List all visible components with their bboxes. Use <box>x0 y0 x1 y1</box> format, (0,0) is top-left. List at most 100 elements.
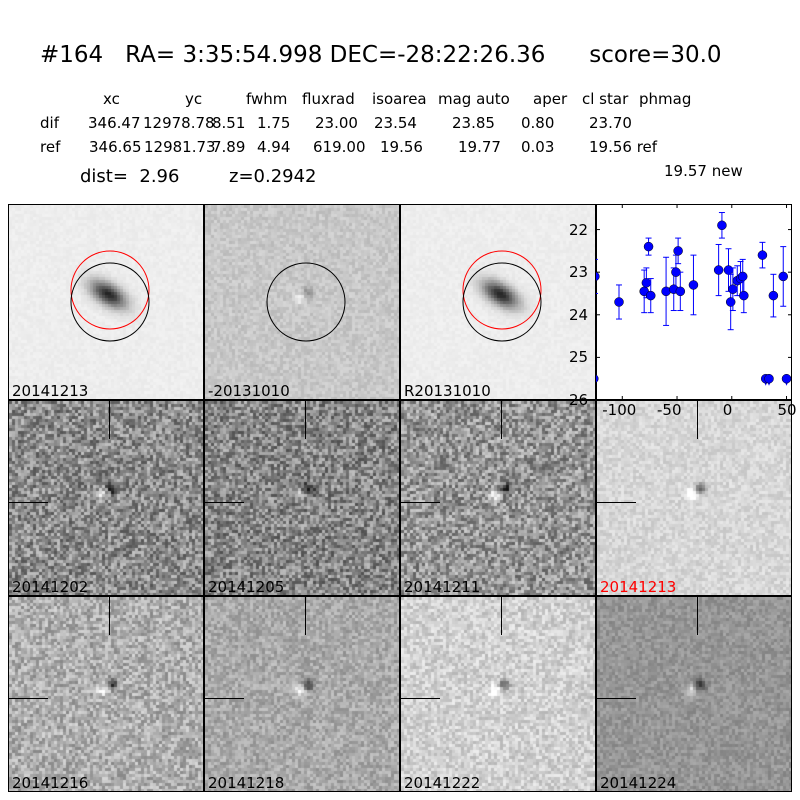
data-point <box>723 265 734 275</box>
stamp-label: 20141216 <box>12 774 89 792</box>
image-stamp[interactable]: 20141205 <box>204 400 400 596</box>
crosshair-marker <box>205 502 244 503</box>
col-cl-star: cl star <box>582 90 629 108</box>
data-point <box>728 284 738 294</box>
row-label: ref <box>40 138 61 156</box>
crosshair-marker <box>501 401 502 439</box>
table-cell: 7.89 <box>212 138 246 156</box>
table-cell: 19.56 <box>380 138 423 156</box>
data-point <box>688 280 699 290</box>
black-aperture-circle <box>70 262 150 342</box>
table-cell: 19.56 ref <box>589 138 658 156</box>
col-aper: aper <box>533 90 568 108</box>
stamp-image <box>205 401 399 595</box>
crosshair-marker <box>697 401 698 439</box>
table-cell: 23.70 <box>589 114 632 132</box>
y-tick-label: 23 <box>569 263 589 282</box>
black-aperture-circle <box>266 262 346 342</box>
redshift-value: z=0.2942 <box>229 166 317 187</box>
crosshair-marker <box>9 698 48 699</box>
table-cell: 346.47 <box>88 114 141 132</box>
table-cell: 8.51 <box>212 114 246 132</box>
data-point <box>717 220 727 231</box>
crosshair-marker <box>597 698 636 699</box>
upper-limit-point <box>596 374 599 383</box>
black-aperture-circle <box>462 262 542 342</box>
x-tick-label: -50 <box>657 401 682 419</box>
table-cell: 346.65 <box>89 138 142 156</box>
table-cell: 12981.73 <box>144 138 216 156</box>
data-point <box>641 278 652 288</box>
crosshair-marker <box>109 597 110 635</box>
data-point <box>614 297 624 307</box>
data-point <box>725 297 736 307</box>
image-stamp[interactable]: 20141218 <box>204 596 400 792</box>
upper-limit-point <box>764 373 774 384</box>
crosshair-marker <box>401 698 440 699</box>
crosshair-marker <box>305 401 306 439</box>
image-stamp[interactable]: 20141202 <box>8 400 204 596</box>
stamp-label: 20141224 <box>600 774 677 792</box>
crosshair-marker <box>9 502 48 503</box>
stamp-image <box>9 205 203 399</box>
data-point <box>737 271 748 282</box>
stamp-label: 20141213 <box>12 382 89 400</box>
upper-limit-point <box>781 373 792 384</box>
crosshair-marker <box>205 698 244 699</box>
table-cell: 0.80 <box>521 114 555 132</box>
crosshair-marker <box>401 502 440 503</box>
stamp-label: 20141205 <box>208 578 285 596</box>
col-phmag: phmag <box>639 90 692 108</box>
phmag-new: 19.57 new <box>664 162 743 180</box>
table-cell: 619.00 <box>313 138 366 156</box>
table-cell: 23.54 <box>374 114 417 132</box>
image-stamp[interactable]: 20141213 <box>596 400 792 596</box>
stamp-label: 20141211 <box>404 578 481 596</box>
data-point <box>713 265 724 275</box>
table-cell: 0.03 <box>521 138 555 156</box>
light-curve-plot <box>596 204 792 400</box>
crosshair-marker <box>597 502 636 503</box>
data-point <box>739 290 749 301</box>
col-isoarea: isoarea <box>372 90 427 108</box>
image-stamp[interactable]: 20141211 <box>400 400 596 596</box>
table-cell: 23.00 <box>315 114 358 132</box>
stamp-image <box>205 205 399 399</box>
table-cell: 4.94 <box>257 138 291 156</box>
crosshair-marker <box>305 597 306 635</box>
data-point <box>643 241 654 252</box>
col-mag-auto: mag auto <box>438 90 510 108</box>
image-stamp[interactable]: 20141222 <box>400 596 596 792</box>
col-yc: yc <box>185 90 203 108</box>
crosshair-marker <box>697 597 698 635</box>
col-xc: xc <box>103 90 120 108</box>
dist-value: dist= 2.96 <box>80 166 180 187</box>
stamp-label: R20131010 <box>404 382 491 400</box>
image-stamp[interactable]: 20141213 <box>8 204 204 400</box>
y-tick-label: 24 <box>569 305 589 324</box>
stamp-image <box>9 597 203 791</box>
data-point <box>778 271 788 282</box>
stamp-image <box>597 597 791 791</box>
plot-frame <box>596 204 792 400</box>
table-cell: 12978.78 <box>143 114 215 132</box>
image-stamp[interactable]: 20141224 <box>596 596 792 792</box>
stamp-image <box>9 401 203 595</box>
image-stamp[interactable]: R20131010 <box>400 204 596 400</box>
stamp-image <box>401 205 595 399</box>
data-point <box>596 271 600 282</box>
red-aperture-circle <box>462 250 542 330</box>
data-point <box>675 286 686 297</box>
col-fluxrad: fluxrad <box>302 90 355 108</box>
data-point <box>757 250 768 260</box>
image-stamp[interactable]: -20131010 <box>204 204 400 400</box>
data-point <box>768 290 779 301</box>
image-stamp[interactable]: 20141216 <box>8 596 204 792</box>
crosshair-marker <box>109 401 110 439</box>
y-tick-label: 25 <box>569 348 589 367</box>
x-tick-label: 0 <box>722 401 733 419</box>
data-point <box>673 246 683 256</box>
x-tick-label: -100 <box>602 401 637 419</box>
stamp-image <box>401 401 595 595</box>
